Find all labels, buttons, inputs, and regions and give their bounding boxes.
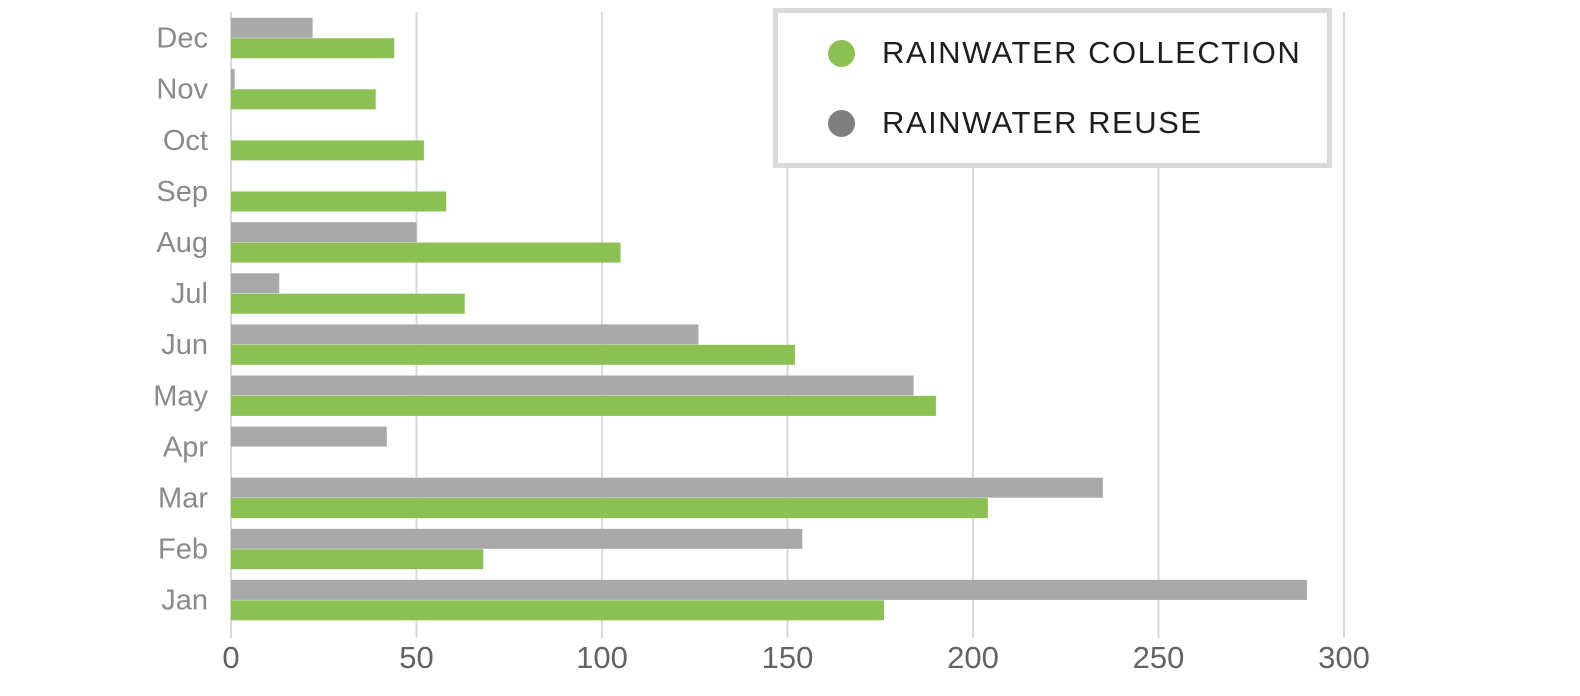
x-axis-tick-300: 300 bbox=[1318, 640, 1370, 675]
y-axis-label-nov: Nov bbox=[156, 74, 208, 106]
bar-may-reuse bbox=[231, 375, 914, 396]
bar-may-collection bbox=[231, 395, 936, 416]
bar-jun-collection bbox=[231, 344, 795, 365]
y-axis-label-jun: Jun bbox=[161, 329, 208, 361]
bar-sep-collection bbox=[231, 191, 447, 212]
bar-aug-collection bbox=[231, 242, 621, 263]
y-axis-label-mar: Mar bbox=[158, 482, 208, 514]
y-axis-label-may: May bbox=[153, 380, 208, 412]
y-axis-label-feb: Feb bbox=[158, 534, 208, 566]
legend-label-reuse: RAINWATER REUSE bbox=[882, 105, 1203, 140]
bar-nov-collection bbox=[231, 89, 376, 110]
bar-jan-collection bbox=[231, 600, 884, 621]
bar-feb-collection bbox=[231, 549, 484, 570]
y-axis-label-dec: Dec bbox=[156, 23, 208, 55]
bar-apr-reuse bbox=[231, 426, 387, 447]
legend-item-collection: RAINWATER COLLECTION bbox=[828, 35, 1327, 71]
bar-jul-collection bbox=[231, 293, 465, 314]
legend-dot-collection-icon bbox=[828, 39, 855, 67]
y-axis-label-jul: Jul bbox=[171, 278, 208, 310]
bar-feb-reuse bbox=[231, 528, 803, 549]
bar-dec-collection bbox=[231, 38, 395, 59]
bar-jun-reuse bbox=[231, 324, 699, 345]
bar-mar-reuse bbox=[231, 477, 1103, 498]
x-axis-tick-150: 150 bbox=[762, 640, 814, 675]
y-axis-label-jan: Jan bbox=[161, 585, 208, 617]
bar-oct-collection bbox=[231, 140, 424, 161]
y-axis-label-oct: Oct bbox=[163, 125, 208, 157]
y-axis-label-apr: Apr bbox=[163, 431, 208, 463]
x-axis-tick-250: 250 bbox=[1133, 640, 1185, 675]
legend-item-reuse: RAINWATER REUSE bbox=[828, 105, 1327, 141]
bar-jul-reuse bbox=[231, 273, 280, 294]
bar-dec-reuse bbox=[231, 17, 313, 38]
x-axis-tick-50: 50 bbox=[399, 640, 433, 675]
bar-aug-reuse bbox=[231, 222, 417, 243]
legend-dot-reuse-icon bbox=[828, 109, 855, 137]
bar-jan-reuse bbox=[231, 579, 1307, 600]
x-axis-tick-200: 200 bbox=[947, 640, 999, 675]
x-axis-tick-100: 100 bbox=[576, 640, 628, 675]
chart-legend: RAINWATER COLLECTION RAINWATER REUSE bbox=[773, 8, 1332, 168]
y-axis-label-aug: Aug bbox=[156, 227, 208, 259]
bar-mar-collection bbox=[231, 498, 988, 519]
y-axis-label-sep: Sep bbox=[156, 176, 208, 208]
bar-nov-reuse bbox=[231, 68, 235, 89]
legend-label-collection: RAINWATER COLLECTION bbox=[882, 35, 1302, 70]
x-axis-tick-0: 0 bbox=[222, 640, 239, 675]
